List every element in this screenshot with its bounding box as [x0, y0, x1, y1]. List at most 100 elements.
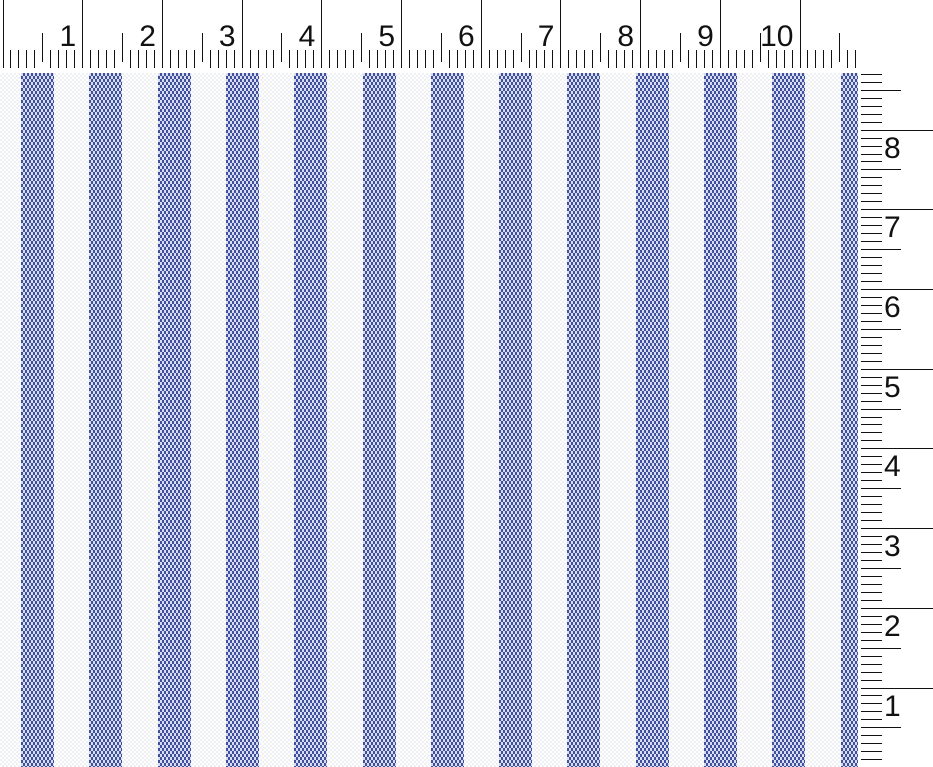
ruler-tick: [74, 50, 76, 68]
ruler-tick: [861, 249, 901, 251]
ruler-tick: [321, 0, 323, 68]
ruler-number: 6: [884, 291, 901, 324]
ruler-tick: [861, 241, 882, 243]
ruler-number: 1: [884, 689, 901, 723]
ruler-tick: [807, 50, 809, 68]
ruler-tick: [861, 169, 901, 171]
ruler-tick: [861, 121, 882, 123]
ruler-tick: [861, 623, 882, 625]
ruler-tick: [861, 448, 933, 450]
ruler-tick: [861, 296, 882, 298]
ruler-tick: [861, 671, 882, 673]
ruler-tick: [440, 33, 442, 62]
ruler-tick: [695, 50, 697, 68]
ruler-tick: [608, 50, 610, 68]
ruler-tick: [225, 50, 227, 68]
ruler-tick: [861, 440, 882, 442]
ruler-tick: [767, 50, 769, 68]
ruler-tick: [861, 312, 882, 314]
ruler-tick: [861, 392, 882, 394]
ruler-tick: [679, 33, 681, 62]
ruler-tick: [861, 464, 882, 466]
ruler-tick: [861, 663, 882, 665]
ruler-number: 7: [884, 211, 901, 245]
ruler-tick: [456, 50, 458, 68]
ruler-tick: [130, 50, 132, 68]
ruler-tick: [576, 50, 578, 68]
ruler-tick: [751, 50, 753, 68]
ruler-tick: [861, 336, 882, 338]
ruler-tick: [106, 50, 108, 68]
ruler-tick: [703, 50, 705, 68]
ruler-tick: [861, 384, 882, 386]
ruler-tick: [855, 50, 857, 68]
fabric-stripe: [499, 73, 533, 767]
ruler-tick: [839, 33, 841, 62]
ruler-tick: [480, 0, 482, 68]
ruler-tick: [861, 400, 882, 402]
ruler-tick: [791, 50, 793, 68]
ruler-tick: [616, 50, 618, 68]
fabric-stripe: [157, 73, 191, 767]
ruler-tick: [193, 50, 195, 68]
ruler-tick: [861, 528, 933, 530]
ruler-tick: [861, 177, 882, 179]
ruler-tick: [536, 50, 538, 68]
ruler-tick: [861, 583, 882, 585]
ruler-tick: [98, 50, 100, 68]
ruler-tick: [861, 559, 882, 561]
fabric-stripe: [840, 73, 858, 767]
ruler-tick: [861, 536, 882, 538]
ruler-tick: [711, 50, 713, 68]
fabric-stripe: [635, 73, 669, 767]
ruler-tick: [861, 161, 882, 163]
ruler-tick: [217, 50, 219, 68]
ruler-tick: [313, 50, 315, 68]
ruler-tick: [861, 137, 882, 139]
ruler-tick: [496, 50, 498, 68]
ruler-tick: [624, 50, 626, 68]
ruler-tick: [632, 50, 634, 68]
ruler-tick: [861, 344, 882, 346]
ruler-tick: [861, 360, 882, 362]
ruler-tick: [401, 0, 402, 68]
ruler-tick: [861, 233, 882, 235]
ruler-tick: [257, 50, 259, 68]
ruler-number: 2: [884, 609, 901, 643]
fabric-stripe: [704, 73, 737, 767]
ruler-tick: [831, 50, 833, 68]
ruler-tick: [361, 33, 363, 62]
ruler-tick: [153, 50, 155, 68]
ruler-tick: [861, 432, 882, 434]
ruler-number: 1: [59, 20, 77, 53]
ruler-tick: [512, 50, 514, 68]
ruler-number: 2: [139, 20, 156, 53]
ruler-tick: [775, 50, 777, 68]
ruler-tick: [472, 50, 474, 68]
fabric-stripe: [225, 73, 259, 767]
fabric-stripe: [362, 73, 396, 767]
ruler-tick: [82, 0, 84, 68]
ruler-tick: [233, 50, 235, 68]
ruler-tick: [861, 607, 933, 609]
ruler-tick: [861, 273, 882, 275]
ruler-tick: [861, 416, 882, 418]
ruler-tick: [815, 50, 817, 68]
ruler-tick: [424, 50, 426, 68]
ruler-tick: [861, 424, 882, 426]
ruler-tick: [861, 89, 901, 91]
ruler-tick: [759, 33, 761, 62]
ruler-tick: [122, 33, 124, 62]
ruler-tick: [664, 50, 665, 68]
ruler-tick: [448, 50, 450, 68]
ruler-tick: [861, 201, 882, 203]
ruler-tick: [273, 50, 275, 68]
ruler-tick: [861, 552, 882, 553]
ruler-tick: [10, 50, 12, 68]
ruler-tick: [727, 50, 729, 68]
ruler-tick: [185, 50, 187, 68]
ruler-tick: [58, 50, 60, 68]
ruler-tick: [861, 289, 933, 290]
ruler-number: 3: [218, 20, 236, 53]
